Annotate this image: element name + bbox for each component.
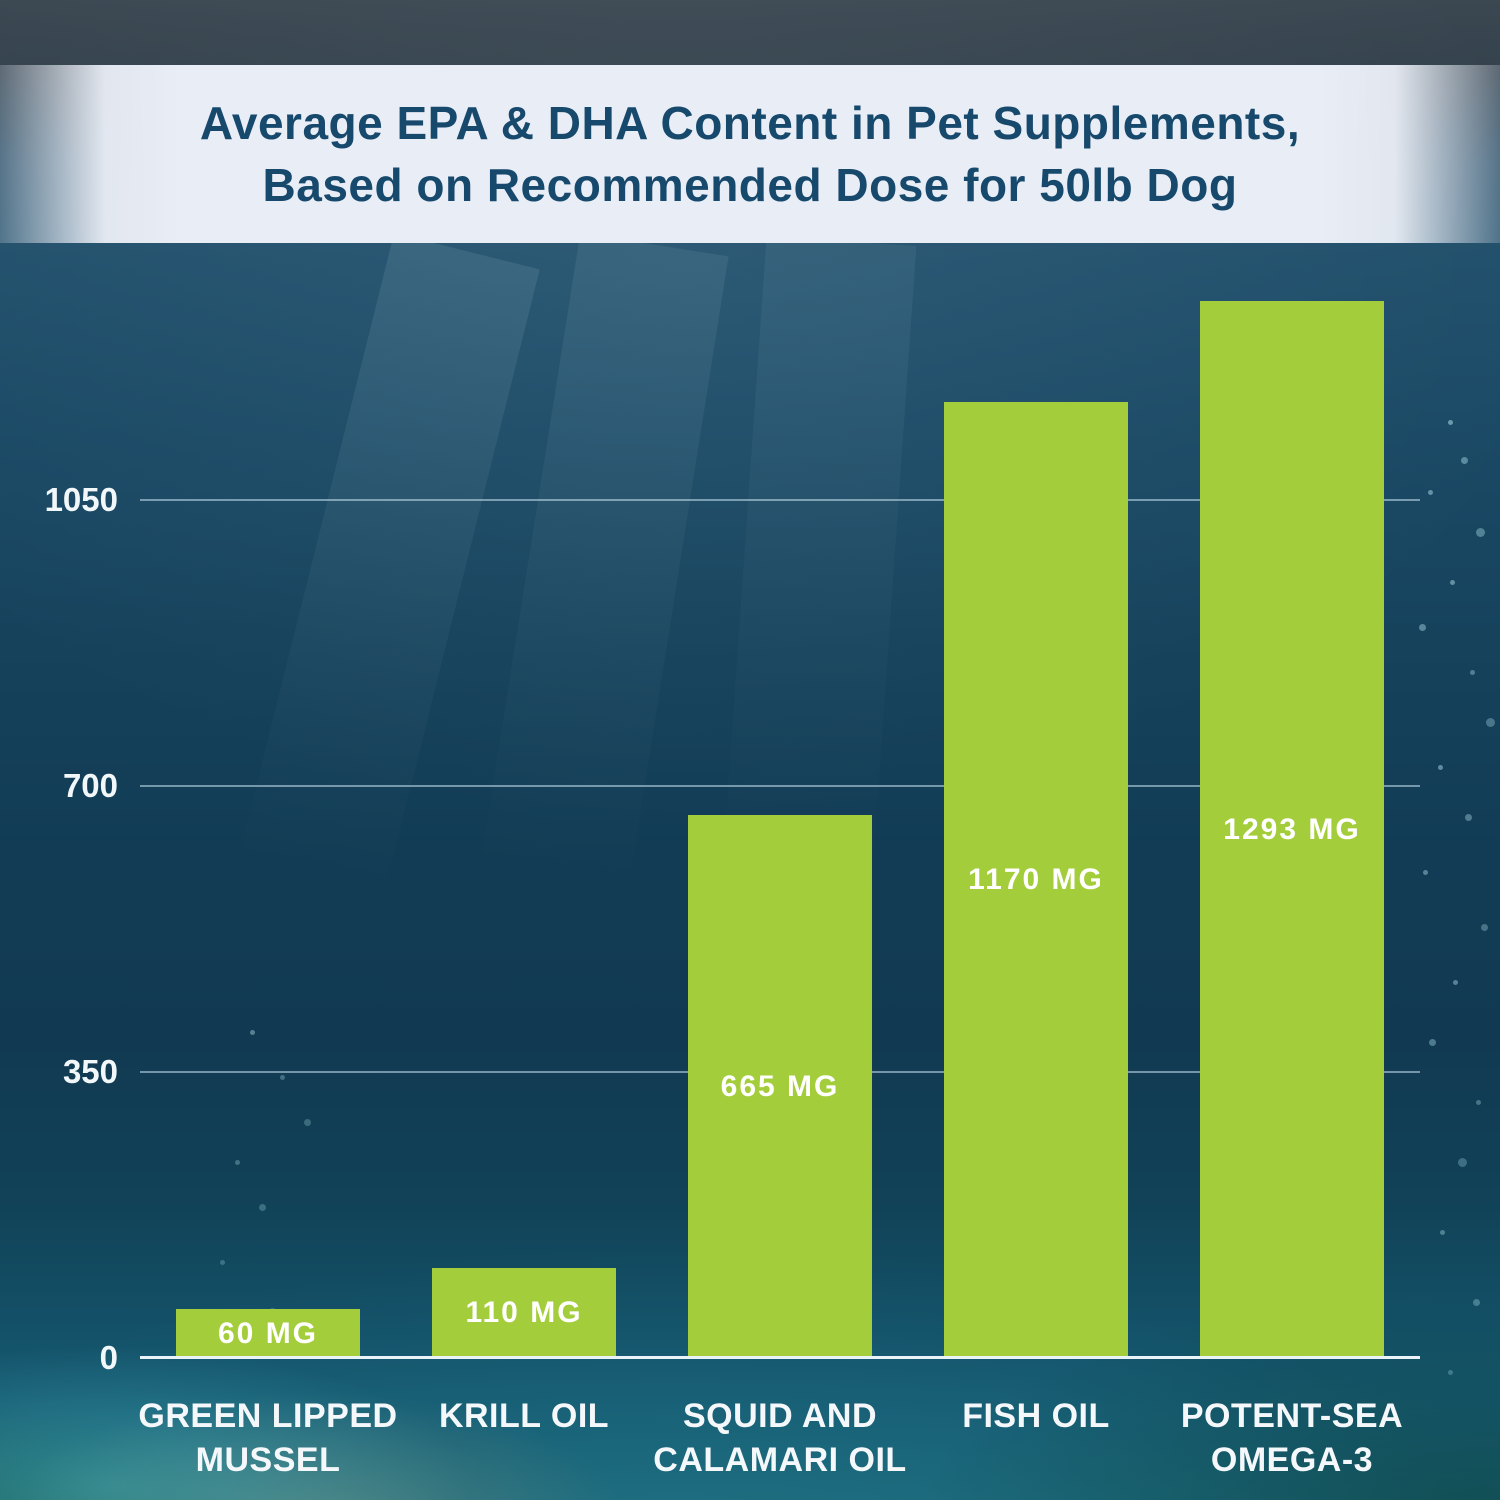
category-label-krill-oil: KRILL OIL — [438, 1397, 610, 1435]
title-banner: Average EPA & DHA Content in Pet Supplem… — [0, 65, 1500, 243]
category-label-fish-oil: FISH OIL — [962, 1397, 1110, 1435]
y-tick-label-1050: 1050 — [44, 481, 118, 518]
bar-squid-and-calamari-oil: 665 MG — [688, 815, 872, 1358]
category-label-squid-and-calamari-oil: SQUID AND CALAMARI OIL — [653, 1397, 907, 1479]
bar-potent-sea-omega-3: 1293 MG — [1200, 301, 1384, 1358]
gridline-1050 — [140, 499, 1420, 501]
category-label-green-lipped-mussel: GREEN LIPPED MUSSEL — [138, 1397, 398, 1479]
bar-green-lipped-mussel: 60 MG — [176, 1309, 360, 1358]
chart-title-line-1: Average EPA & DHA Content in Pet Supplem… — [199, 97, 1301, 149]
bar-value-label: 665 MG — [720, 1069, 840, 1103]
category-label-potent-sea-omega-3: POTENT-SEA OMEGA-3 — [1180, 1397, 1404, 1479]
bubbles-decoration — [250, 1030, 255, 1035]
light-ray — [210, 233, 540, 1007]
bar-krill-oil: 110 MG — [432, 1268, 616, 1358]
y-tick-label-350: 350 — [62, 1053, 118, 1090]
bubbles-decoration — [1448, 420, 1453, 425]
y-tick-label-0: 0 — [99, 1339, 118, 1376]
bar-value-label: 60 MG — [217, 1316, 319, 1350]
bar-fish-oil: 1170 MG — [944, 402, 1128, 1358]
x-axis-line — [140, 1356, 1420, 1359]
bar-value-label: 1170 MG — [968, 863, 1104, 896]
bar-value-label: 1293 MG — [1223, 812, 1361, 846]
y-tick-label-700: 700 — [62, 767, 118, 804]
chart-title-line-2: Based on Recommended Dose for 50lb Dog — [262, 159, 1238, 211]
bar-value-label: 110 MG — [465, 1296, 583, 1329]
gridline-700 — [140, 785, 1420, 787]
